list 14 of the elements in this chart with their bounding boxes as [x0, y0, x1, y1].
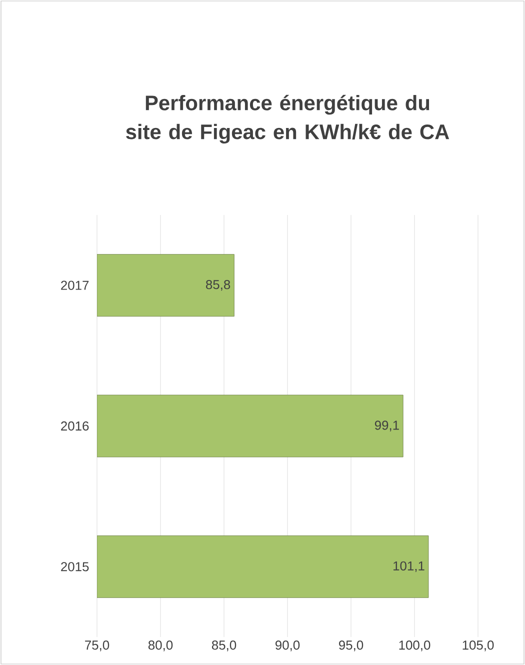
data-label: 101,1	[394, 561, 424, 572]
x-tick-label: 90,0	[276, 640, 300, 652]
x-tick-label: 80,0	[148, 640, 173, 652]
data-label: 99,1	[374, 420, 399, 432]
x-tick-label: 95,0	[339, 640, 364, 652]
x-tick-label: 75,0	[85, 640, 110, 652]
y-tick-label: 2015	[61, 562, 89, 572]
y-tick-label: 2016	[61, 421, 89, 431]
x-tick-label: 105,0	[462, 640, 494, 652]
data-label: 85,8	[206, 280, 230, 291]
x-tick-label: 100,0	[399, 640, 430, 652]
y-tick-label: 2017	[61, 280, 89, 290]
x-tick-label: 85,0	[212, 640, 236, 652]
chart-title: Performance énergétique du site de Figeac en KWh/k€ de CA	[126, 94, 450, 144]
